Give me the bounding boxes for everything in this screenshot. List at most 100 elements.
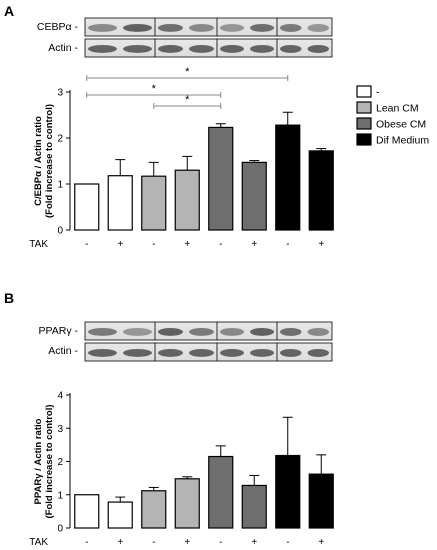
- blot-band: [189, 348, 214, 357]
- bar: [74, 494, 100, 529]
- blot-band: [307, 23, 329, 32]
- significance-star: *: [185, 94, 190, 106]
- significance-star: *: [185, 66, 190, 78]
- bar: [308, 150, 334, 231]
- y-tick-label: 0: [57, 226, 63, 237]
- significance-bracket: *: [153, 94, 222, 109]
- blot-band: [123, 44, 152, 53]
- bar: [308, 473, 334, 529]
- tak-value: +: [117, 239, 123, 250]
- tak-value: +: [251, 537, 257, 548]
- blot-band: [280, 44, 302, 53]
- bar: [241, 484, 267, 529]
- tak-value: -: [152, 239, 155, 250]
- y-tick-label: 0: [57, 524, 63, 535]
- tak-value: -: [286, 537, 289, 548]
- blot-band: [220, 348, 244, 357]
- tak-value: -: [286, 239, 289, 250]
- legend-label: -: [376, 87, 380, 99]
- tak-value: +: [251, 239, 257, 250]
- blot-band: [123, 327, 152, 336]
- blot-row-actin: [84, 342, 333, 362]
- blot-label-cebpa: CEBPα -: [37, 21, 79, 33]
- tak-value: -: [85, 239, 88, 250]
- legend-item: Obese CM: [356, 117, 426, 131]
- tak-value: +: [184, 537, 190, 548]
- blot-label-ppary: PPARγ -: [39, 325, 79, 337]
- panel-letter-b: B: [4, 290, 14, 306]
- legend-label: Dif Medium: [376, 135, 429, 147]
- legend-swatch: [356, 117, 372, 130]
- blot-band: [88, 327, 117, 336]
- blot-band: [123, 348, 152, 357]
- bar-chart-b: 0 1 2 3 4 PPARγ / Actin ratio (Fold increase t…: [29, 391, 334, 548]
- y-tick-label: 1: [57, 180, 63, 191]
- y-axis-title: C/EBPα / Actin ratio: [33, 116, 44, 206]
- blot-band: [280, 327, 302, 336]
- blot-band: [189, 44, 214, 53]
- legend-label: Obese CM: [376, 119, 426, 131]
- tak-value: -: [85, 537, 88, 548]
- blot-row-actin: [84, 38, 333, 58]
- blot-band: [220, 44, 244, 53]
- blot-band: [250, 327, 274, 336]
- blot-band: [220, 327, 244, 336]
- significance-star: *: [152, 83, 157, 95]
- legend-item: -: [356, 85, 380, 99]
- tak-value: -: [219, 239, 222, 250]
- blot-band: [189, 23, 214, 32]
- legend-item: Lean CM: [356, 101, 419, 115]
- blot-band: [158, 348, 183, 357]
- significance-bracket: *: [86, 83, 222, 98]
- bar: [174, 478, 200, 529]
- y-tick-label: 4: [57, 391, 63, 402]
- blot-label-actin-b: Actin -: [48, 345, 78, 357]
- blot-band: [307, 327, 329, 336]
- blot-band: [307, 44, 329, 53]
- blot-band: [88, 44, 117, 53]
- bar: [107, 501, 133, 529]
- tak-label: TAK: [29, 239, 48, 250]
- y-axis-subtitle: (Fold increase to control): [44, 404, 55, 518]
- western-blot-a: CEBPα - Actin -: [37, 17, 333, 58]
- tak-value: -: [219, 537, 222, 548]
- blot-band: [250, 44, 274, 53]
- legend-swatch: [356, 85, 372, 98]
- blot-band: [123, 23, 152, 32]
- y-tick-label: 2: [57, 134, 63, 145]
- blot-band: [189, 327, 214, 336]
- bar: [208, 126, 234, 231]
- blot-band: [280, 23, 302, 32]
- tak-value: +: [318, 239, 324, 250]
- bar: [141, 490, 167, 529]
- tak-value: +: [117, 537, 123, 548]
- legend: - Lean CM Obese CM Dif Medium: [356, 85, 429, 147]
- blot-row-ppary: [84, 321, 333, 341]
- y-axis-title: PPARγ / Actin ratio: [33, 418, 44, 504]
- bar: [74, 183, 100, 231]
- y-tick-label: 3: [57, 424, 63, 435]
- significance-bracket: *: [86, 66, 289, 81]
- panel-letter-a: A: [4, 3, 14, 19]
- y-tick-label: 3: [57, 88, 63, 99]
- blot-band: [307, 348, 329, 357]
- y-axis-subtitle: (Fold increase to control): [44, 104, 55, 218]
- bar-chart-a: 0 1 2 3 C/EBPα / Actin ratio (Fold increase t…: [29, 66, 334, 250]
- legend-label: Lean CM: [376, 103, 419, 115]
- blot-band: [158, 44, 183, 53]
- blot-band: [250, 348, 274, 357]
- tak-value: +: [318, 537, 324, 548]
- legend-item: Dif Medium: [356, 133, 429, 147]
- panel-a: A CEBPα - Actin - 0 1 2 3 C/EBPα / Actin rat…: [4, 3, 334, 250]
- y-tick-label: 1: [57, 490, 63, 501]
- western-blot-b: PPARγ - Actin -: [39, 321, 333, 362]
- bar: [141, 175, 167, 231]
- bar: [174, 169, 200, 231]
- bar: [208, 455, 234, 529]
- blot-band: [88, 348, 117, 357]
- blot-band: [88, 23, 117, 32]
- legend-swatch: [356, 133, 372, 146]
- tak-label: TAK: [29, 537, 48, 548]
- blot-band: [158, 23, 183, 32]
- bar: [275, 454, 301, 529]
